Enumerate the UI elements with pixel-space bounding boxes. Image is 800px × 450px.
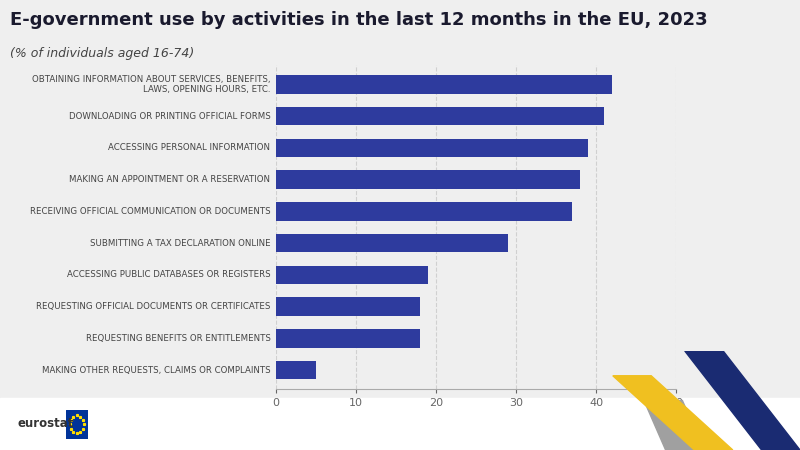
Bar (276, 107, 604, 125)
Polygon shape (685, 351, 800, 450)
Bar (276, 297, 420, 316)
Bar (276, 202, 572, 220)
Text: (% of individuals aged 16-74): (% of individuals aged 16-74) (10, 47, 194, 60)
Text: eurostat: eurostat (18, 418, 74, 430)
Bar (276, 329, 420, 348)
Bar (276, 361, 316, 379)
Bar (276, 75, 612, 94)
Bar (276, 234, 508, 252)
Bar (276, 139, 588, 157)
Text: E-government use by activities in the last 12 months in the EU, 2023: E-government use by activities in the la… (10, 11, 707, 29)
Bar (276, 266, 428, 284)
Bar (276, 171, 580, 189)
Polygon shape (644, 400, 704, 450)
Polygon shape (613, 376, 733, 450)
